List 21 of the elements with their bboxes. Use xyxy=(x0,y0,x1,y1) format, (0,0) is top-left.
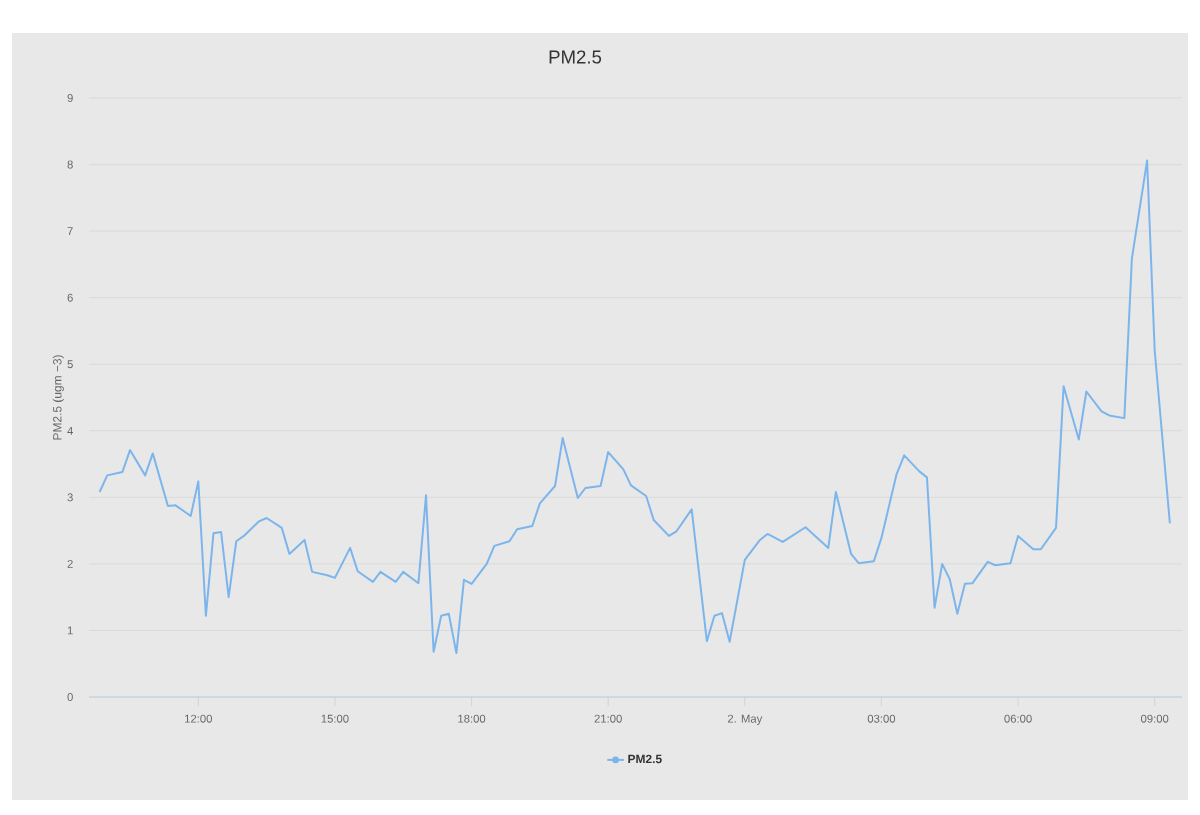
y-tick-label: 3 xyxy=(67,493,73,502)
y-tick-label: 7 xyxy=(67,227,73,235)
x-tick-label: 06:00 xyxy=(1004,714,1032,723)
y-tick-label: 9 xyxy=(67,94,73,102)
x-tick-label: 15:00 xyxy=(321,714,349,723)
y-tick-label: 1 xyxy=(67,626,73,635)
y-tick-label: 2 xyxy=(67,559,73,568)
y-tick-label: 5 xyxy=(67,360,73,369)
y-tick-label: 8 xyxy=(67,160,73,169)
chart-title: PM2.5 xyxy=(549,50,602,64)
y-tick-label: 4 xyxy=(67,426,73,435)
y-axis-title: PM2.5 (ugm −3) xyxy=(52,355,64,440)
x-tick-label: 09:00 xyxy=(1140,714,1169,723)
x-tick-label: 2. May xyxy=(727,714,763,725)
y-tick-label: 0 xyxy=(67,693,73,701)
x-tick-label: 03:00 xyxy=(867,714,896,723)
x-tick-label: 21:00 xyxy=(594,714,622,723)
x-tick-label: 18:00 xyxy=(458,714,486,723)
y-tick-label: 6 xyxy=(67,293,73,302)
legend-label: PM2.5 xyxy=(628,754,662,764)
x-tick-label: 12:00 xyxy=(185,714,212,723)
